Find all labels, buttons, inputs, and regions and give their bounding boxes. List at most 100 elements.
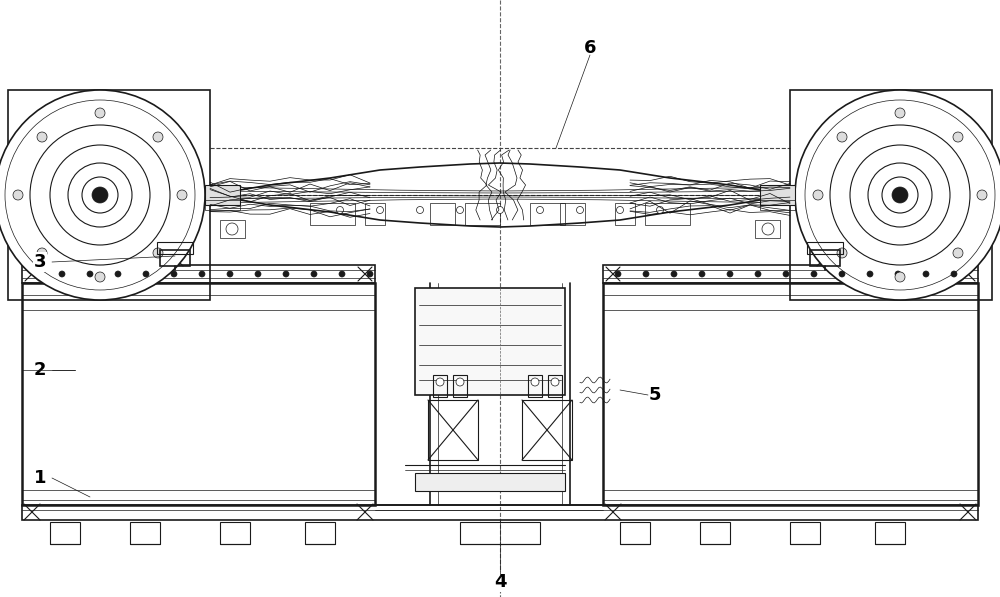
Circle shape [496, 207, 504, 214]
Bar [522, 400, 572, 460]
Bar [760, 200, 795, 210]
Bar [415, 473, 565, 491]
Bar [615, 203, 635, 225]
Bar [465, 203, 500, 225]
Circle shape [951, 271, 957, 277]
Bar [220, 522, 250, 544]
Circle shape [867, 271, 873, 277]
Bar [220, 220, 245, 238]
Circle shape [59, 271, 65, 277]
Bar [807, 242, 843, 254]
Circle shape [656, 207, 664, 214]
Circle shape [115, 271, 121, 277]
Circle shape [536, 207, 544, 214]
Circle shape [456, 207, 464, 214]
Circle shape [643, 271, 649, 277]
Bar [790, 90, 992, 300]
Circle shape [755, 271, 761, 277]
Circle shape [795, 90, 1000, 300]
Bar [700, 522, 730, 544]
Circle shape [868, 163, 932, 227]
Bar [205, 185, 240, 205]
Circle shape [95, 272, 105, 282]
Circle shape [311, 271, 317, 277]
Circle shape [576, 207, 584, 214]
Circle shape [416, 207, 424, 214]
Circle shape [153, 132, 163, 142]
Bar [22, 265, 375, 283]
Circle shape [37, 248, 47, 258]
Circle shape [977, 190, 987, 200]
Circle shape [805, 100, 995, 290]
Circle shape [551, 378, 559, 386]
Circle shape [339, 271, 345, 277]
Bar [433, 375, 447, 397]
Text: 4: 4 [494, 573, 506, 591]
Bar [790, 522, 820, 544]
Circle shape [531, 378, 539, 386]
Circle shape [37, 132, 47, 142]
Bar [50, 522, 80, 544]
Circle shape [923, 271, 929, 277]
Bar [205, 200, 240, 210]
Circle shape [92, 187, 108, 203]
Circle shape [68, 163, 132, 227]
Circle shape [699, 271, 705, 277]
Bar [875, 522, 905, 544]
Text: 1: 1 [34, 469, 46, 487]
Text: 3: 3 [34, 253, 46, 271]
Bar [157, 242, 193, 254]
Bar [760, 185, 795, 205]
Bar [428, 400, 478, 460]
Circle shape [367, 271, 373, 277]
Circle shape [813, 190, 823, 200]
Circle shape [95, 108, 105, 118]
Bar [603, 283, 978, 505]
Circle shape [837, 132, 847, 142]
Circle shape [839, 271, 845, 277]
Circle shape [5, 100, 195, 290]
Circle shape [199, 271, 205, 277]
Bar [310, 203, 355, 225]
Bar [810, 250, 840, 266]
Circle shape [882, 177, 918, 213]
Circle shape [456, 378, 464, 386]
Bar [620, 522, 650, 544]
Circle shape [376, 207, 384, 214]
Bar [548, 375, 562, 397]
Bar [460, 522, 540, 544]
Bar [130, 522, 160, 544]
Circle shape [671, 271, 677, 277]
Bar [645, 203, 690, 225]
Circle shape [616, 207, 624, 214]
Circle shape [171, 271, 177, 277]
Circle shape [783, 271, 789, 277]
Circle shape [177, 190, 187, 200]
Text: 6: 6 [584, 39, 596, 57]
Circle shape [336, 207, 344, 214]
Bar [22, 505, 978, 520]
Circle shape [153, 248, 163, 258]
Circle shape [850, 145, 950, 245]
Circle shape [226, 223, 238, 235]
Circle shape [615, 271, 621, 277]
Circle shape [811, 271, 817, 277]
Bar [530, 203, 565, 225]
Circle shape [13, 190, 23, 200]
Bar [305, 522, 335, 544]
Circle shape [227, 271, 233, 277]
Circle shape [87, 271, 93, 277]
Bar [415, 288, 565, 395]
Bar [160, 250, 190, 266]
Circle shape [255, 271, 261, 277]
Bar [430, 203, 455, 225]
Circle shape [953, 248, 963, 258]
Circle shape [50, 145, 150, 245]
Circle shape [283, 271, 289, 277]
Bar [8, 90, 210, 300]
Text: 2: 2 [34, 361, 46, 379]
Bar [603, 265, 978, 283]
Circle shape [762, 223, 774, 235]
Circle shape [895, 108, 905, 118]
Circle shape [837, 248, 847, 258]
